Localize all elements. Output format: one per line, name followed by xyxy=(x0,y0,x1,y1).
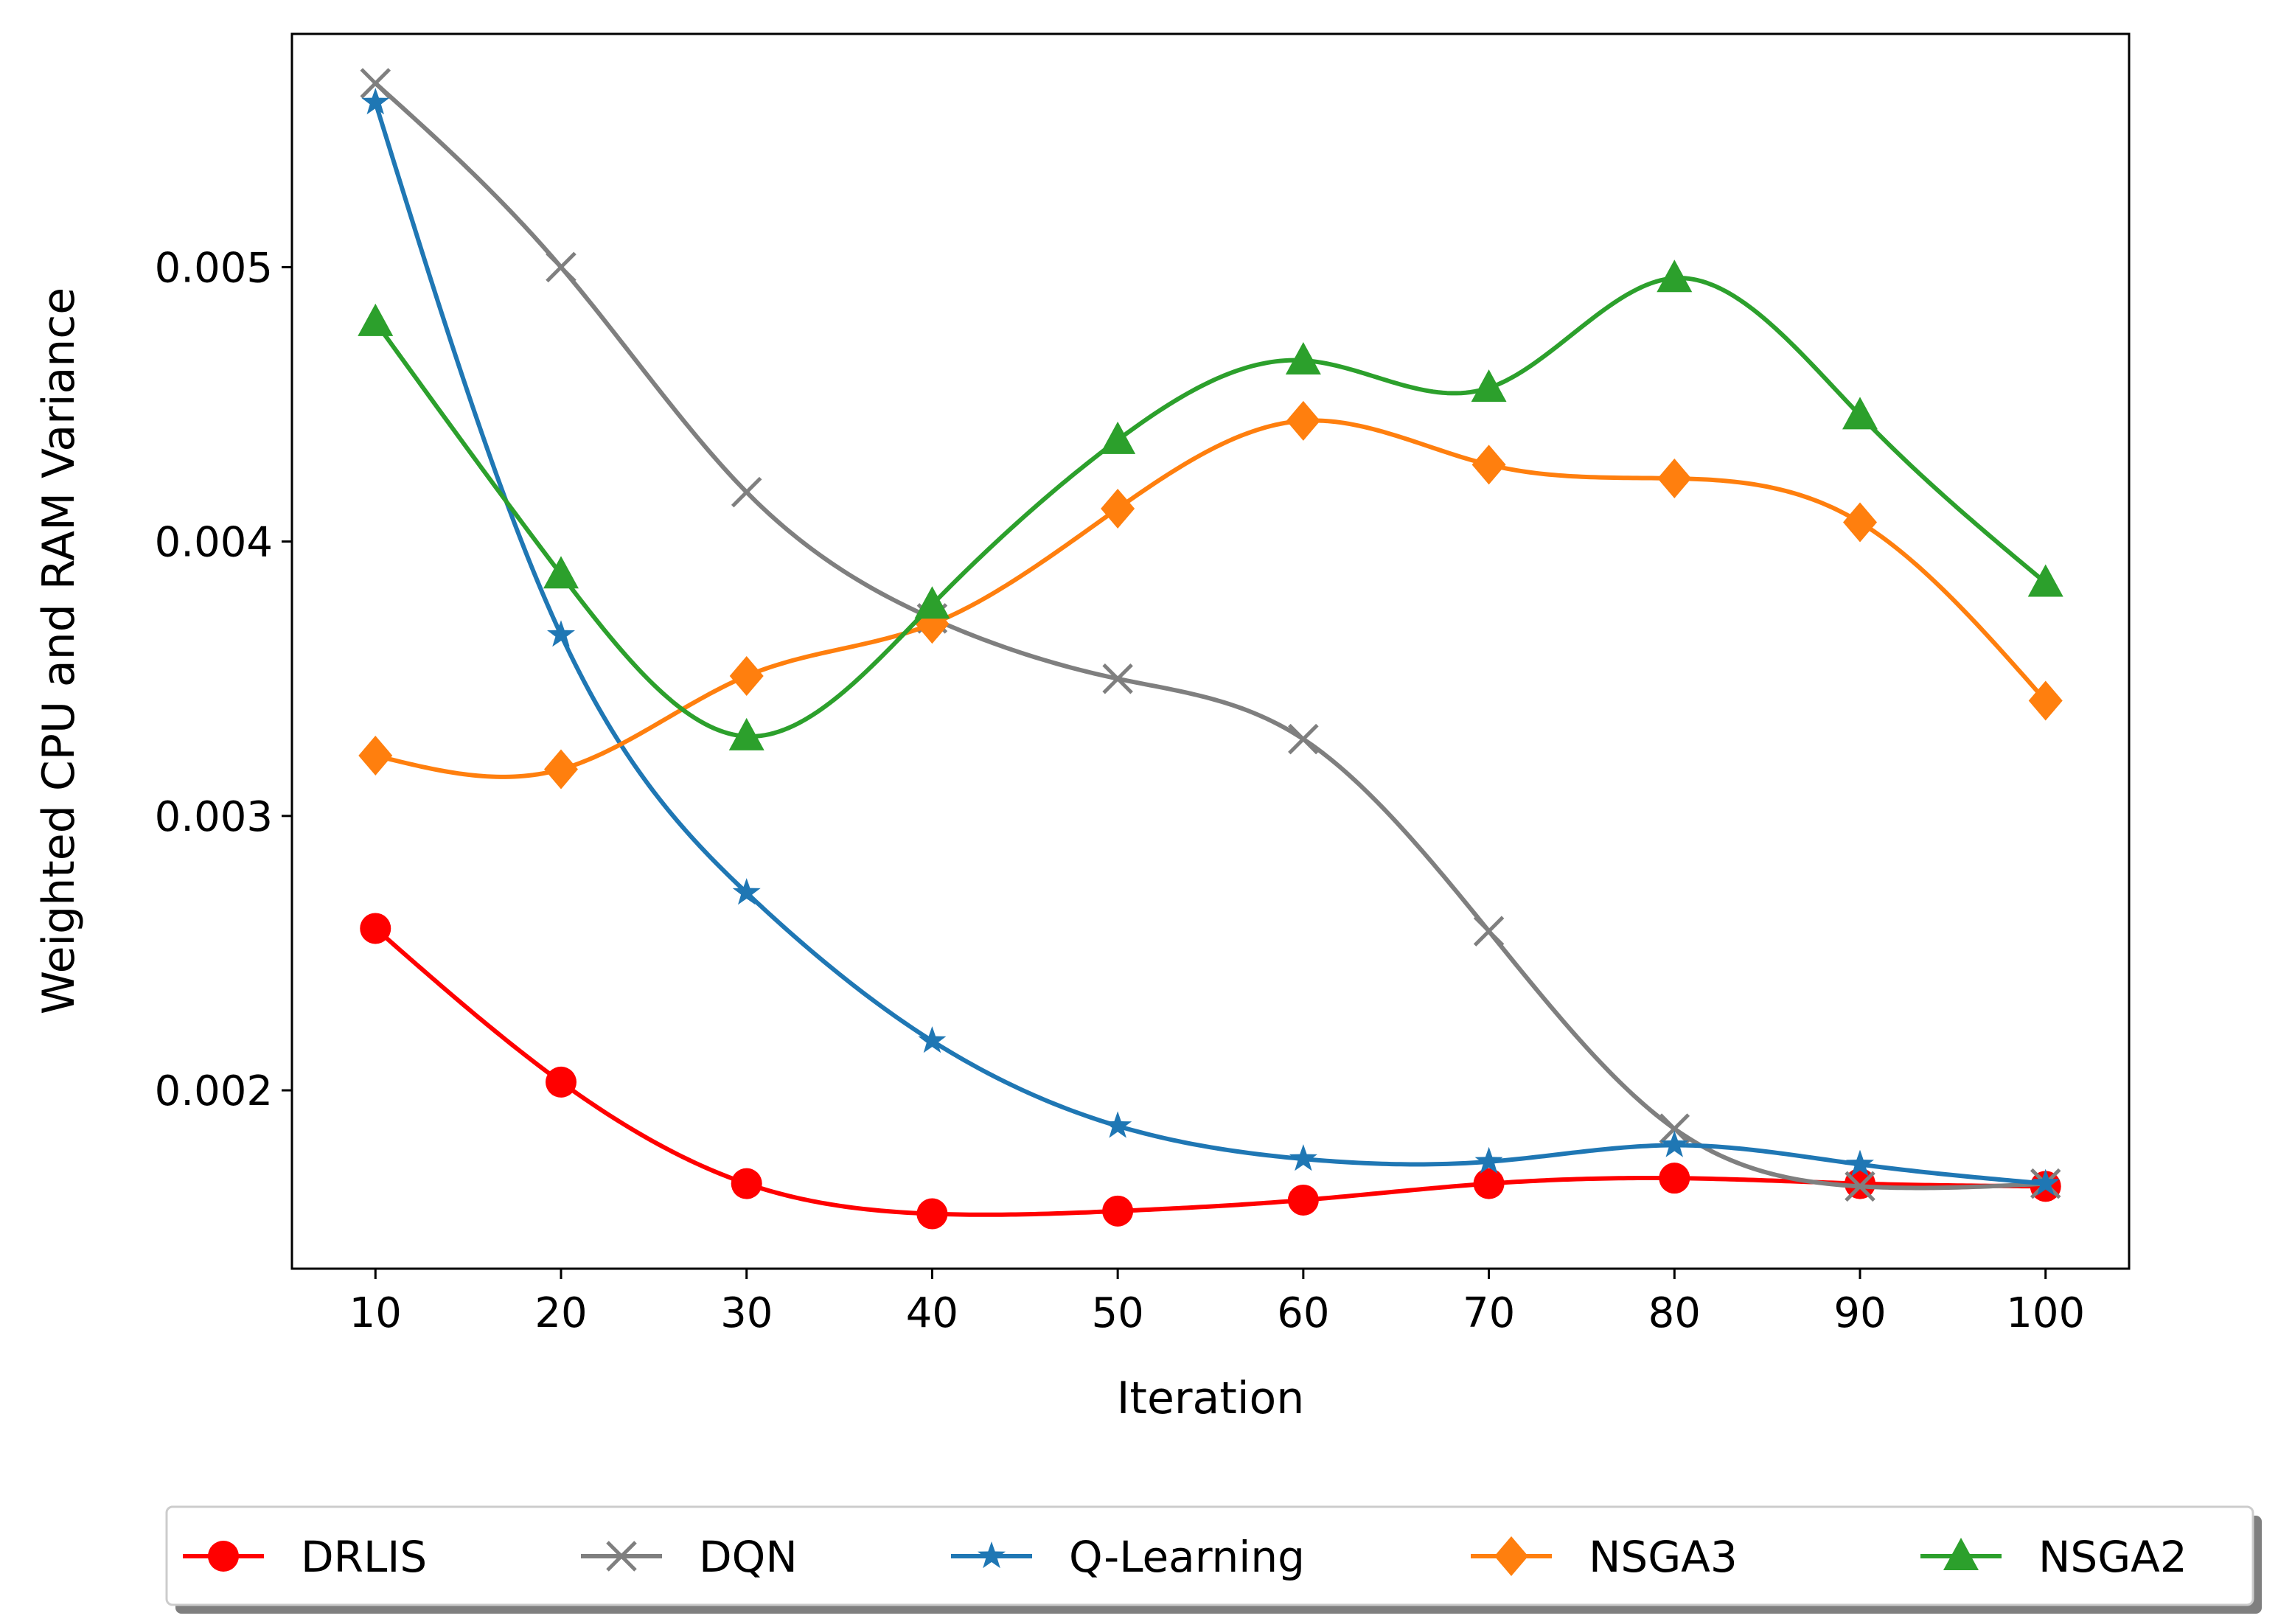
data-point-marker xyxy=(360,68,391,99)
data-point-marker xyxy=(1285,341,1321,374)
data-point-marker xyxy=(1842,397,1878,430)
series-line xyxy=(373,926,2048,1217)
x-tick-label: 80 xyxy=(1648,1289,1701,1337)
data-point-marker xyxy=(2031,1168,2060,1196)
data-point-marker xyxy=(1659,1163,1690,1194)
data-point-marker xyxy=(1471,445,1506,485)
series-line xyxy=(373,276,2048,739)
legend-item: DRLIS xyxy=(183,1532,427,1582)
data-point-marker xyxy=(1843,502,1878,543)
series-line xyxy=(373,100,2048,1186)
y-tick-label: 0.005 xyxy=(155,244,273,292)
x-tick-label: 20 xyxy=(534,1289,587,1337)
legend-item: Q-Learning xyxy=(951,1532,1305,1582)
x-axis-label: Iteration xyxy=(1117,1373,1305,1424)
data-point-marker xyxy=(914,586,950,619)
y-tick-label: 0.004 xyxy=(155,519,273,567)
y-tick-label: 0.003 xyxy=(155,793,273,841)
legend-label: Q-Learning xyxy=(1069,1532,1305,1582)
data-point-marker xyxy=(732,878,761,905)
data-point-marker xyxy=(1473,916,1505,947)
x-tick-label: 50 xyxy=(1092,1289,1144,1337)
data-point-marker xyxy=(1100,421,1136,454)
data-point-marker xyxy=(916,1198,948,1230)
y-axis: 0.002 0.003 0.004 0.005 xyxy=(155,244,292,1115)
data-point-marker xyxy=(361,88,390,115)
x-tick-label: 90 xyxy=(1833,1289,1886,1337)
data-point-marker xyxy=(1104,1111,1132,1138)
data-point-marker xyxy=(1287,1184,1319,1216)
legend: DRLIS DQN Q-Learning NSGA3 NSGA2 xyxy=(165,1505,2262,1614)
data-point-marker xyxy=(1101,488,1135,529)
data-point-marker xyxy=(543,556,579,589)
x-tick-label: 10 xyxy=(349,1289,402,1337)
legend-label: DQN xyxy=(699,1532,798,1582)
x-tick-label: 70 xyxy=(1463,1289,1515,1337)
legend-label: NSGA3 xyxy=(1589,1532,1738,1582)
data-point-marker xyxy=(543,749,578,790)
x-tick-label: 60 xyxy=(1277,1289,1329,1337)
legend-item: DQN xyxy=(581,1532,798,1582)
data-point-marker xyxy=(731,476,762,508)
plot-area-frame xyxy=(290,32,2131,1270)
data-point-marker xyxy=(1102,1195,1134,1227)
data-point-marker xyxy=(728,717,764,750)
data-point-marker xyxy=(1102,663,1133,694)
legend-item: NSGA3 xyxy=(1471,1532,1738,1582)
data-point-marker xyxy=(731,1168,762,1199)
series-dqn xyxy=(360,68,2061,1202)
data-point-marker xyxy=(1660,1130,1689,1157)
data-point-marker xyxy=(1288,723,1319,755)
series-nsga2 xyxy=(358,259,2063,750)
data-point-marker xyxy=(1286,400,1320,441)
legend-marker xyxy=(1494,1536,1528,1576)
x-tick-label: 30 xyxy=(720,1289,773,1337)
x-tick-label: 40 xyxy=(906,1289,958,1337)
legend-label: DRLIS xyxy=(301,1532,427,1582)
legend-marker xyxy=(1943,1538,1979,1570)
data-point-marker xyxy=(2027,564,2063,597)
data-point-marker xyxy=(358,303,394,336)
legend-item: NSGA2 xyxy=(1920,1532,2187,1582)
data-point-marker xyxy=(1473,1168,1505,1199)
legend-label: NSGA2 xyxy=(2038,1532,2187,1582)
data-point-marker xyxy=(546,251,577,283)
legend-marker xyxy=(606,1541,637,1572)
y-tick-label: 0.002 xyxy=(155,1067,273,1115)
data-point-marker xyxy=(918,1026,947,1053)
series-line xyxy=(373,81,2048,1191)
data-point-marker xyxy=(1289,1144,1317,1171)
data-point-marker xyxy=(545,1066,577,1098)
data-point-marker xyxy=(729,656,764,696)
legend-marker xyxy=(978,1541,1006,1569)
data-point-marker xyxy=(547,620,575,647)
data-point-marker xyxy=(1845,1168,1876,1199)
data-point-marker xyxy=(1474,1146,1503,1174)
series-q-learning xyxy=(361,88,2060,1196)
y-axis-label: Weighted CPU and RAM Variance xyxy=(33,287,85,1014)
legend-box xyxy=(165,1505,2254,1606)
x-axis: 10 20 30 40 50 60 70 80 90 100 xyxy=(349,1269,2085,1337)
data-point-marker xyxy=(358,735,393,776)
series-layer xyxy=(358,68,2063,1230)
data-point-marker xyxy=(1845,1171,1875,1202)
legend-items: DRLIS DQN Q-Learning NSGA3 NSGA2 xyxy=(183,1532,2187,1582)
data-point-marker xyxy=(1846,1149,1874,1177)
legend-marker xyxy=(208,1541,239,1572)
data-point-marker xyxy=(1659,1113,1690,1144)
data-point-marker xyxy=(360,913,391,944)
data-point-marker xyxy=(2028,680,2063,721)
x-tick-label: 100 xyxy=(2006,1289,2085,1337)
data-point-marker xyxy=(1657,459,1692,498)
series-line xyxy=(373,418,2048,779)
data-point-marker xyxy=(1657,259,1693,293)
data-point-marker xyxy=(1471,369,1507,402)
